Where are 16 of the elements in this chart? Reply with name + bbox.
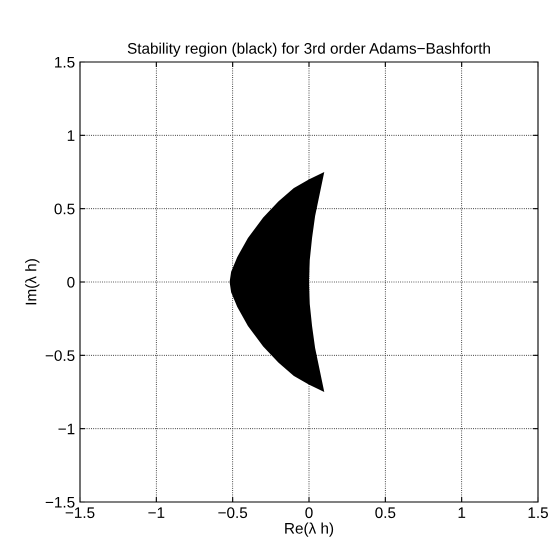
y-tick-label: 0 xyxy=(67,276,75,288)
y-axis-title: Im(λ h) xyxy=(25,259,40,304)
y-tick-label: −1.5 xyxy=(46,497,74,508)
x-tick-label: 1.5 xyxy=(528,507,548,518)
y-tick-label: 1 xyxy=(68,130,74,141)
y-tick-label: 1.5 xyxy=(55,57,74,68)
chart-title: Stability region (black) for 3rd order Adams−Bashforth xyxy=(128,42,490,57)
x-tick-label: 1 xyxy=(458,507,466,518)
y-tick-label: −0.5 xyxy=(46,350,74,362)
x-tick-label: −0.5 xyxy=(218,507,248,518)
x-axis-title: Re(λ h) xyxy=(285,522,334,537)
y-tick-label: 0.5 xyxy=(54,204,74,214)
x-tick-label: 0 xyxy=(305,507,313,518)
x-tick-label: −1 xyxy=(148,507,164,518)
x-tick-label: 0.5 xyxy=(375,507,396,518)
y-tick-label: −1 xyxy=(58,424,74,434)
